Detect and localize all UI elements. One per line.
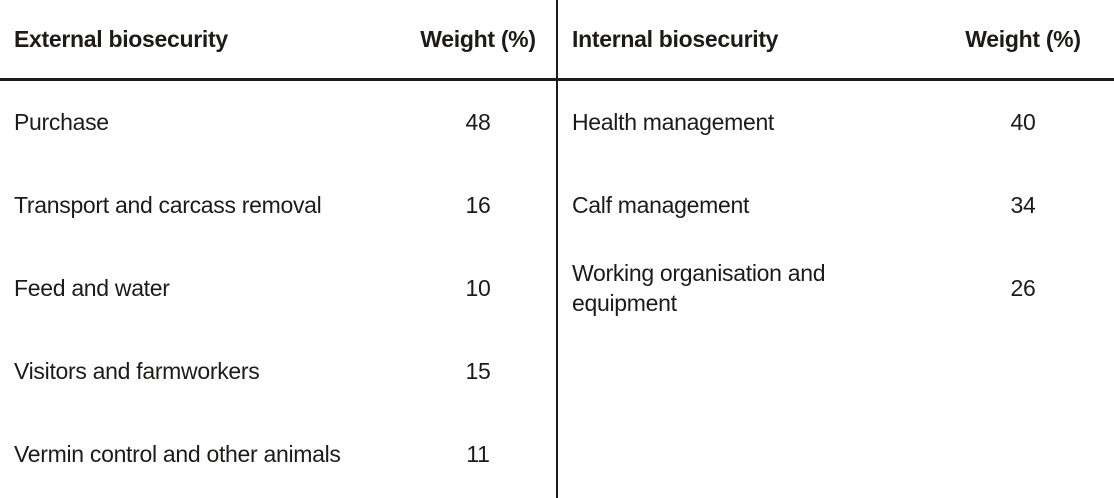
table-row: Calf management 34 <box>558 164 1114 247</box>
table-row: Vermin control and other animals 11 <box>0 413 556 496</box>
row-label: Feed and water <box>14 274 170 301</box>
row-weight: 40 <box>1010 109 1036 135</box>
row-weight: 10 <box>465 275 491 301</box>
table-row: Purchase 48 <box>0 81 556 164</box>
internal-biosecurity-table: Internal biosecurity Weight (%) Health m… <box>558 0 1114 498</box>
table-row: Transport and carcass removal 16 <box>0 164 556 247</box>
row-weight: 34 <box>1010 192 1036 218</box>
column-divider <box>556 0 558 498</box>
external-weight-header: Weight (%) <box>420 25 536 52</box>
row-label: Vermin control and other animals <box>14 440 341 467</box>
row-label: Working organisation and equipment <box>558 259 948 319</box>
external-biosecurity-header: External biosecurity <box>14 25 228 52</box>
row-weight: 11 <box>466 441 490 467</box>
row-label: Purchase <box>14 108 109 135</box>
row-label-text: Calf management <box>572 191 750 218</box>
row-label: Calf management <box>558 191 948 221</box>
row-label: Transport and carcass removal <box>14 191 322 218</box>
row-label: Health management <box>558 108 948 138</box>
internal-weight-header: Weight (%) <box>965 25 1081 52</box>
row-weight: 15 <box>465 358 491 384</box>
table-row: Health management 40 <box>558 81 1114 164</box>
table-row: Visitors and farmworkers 15 <box>0 330 556 413</box>
table-row: Feed and water 10 <box>0 247 556 330</box>
row-label-text: Health management <box>572 108 775 135</box>
row-label: Visitors and farmworkers <box>14 357 260 384</box>
internal-biosecurity-header: Internal biosecurity <box>572 25 779 52</box>
external-header-row: External biosecurity Weight (%) <box>0 0 556 81</box>
row-weight: 16 <box>465 192 491 218</box>
table-row: Working organisation and equipment 26 <box>558 247 1114 330</box>
external-biosecurity-table: External biosecurity Weight (%) Purchase… <box>0 0 556 498</box>
internal-header-row: Internal biosecurity Weight (%) <box>558 0 1114 81</box>
row-label-text: Working organisation and equipment <box>572 259 826 316</box>
row-weight: 26 <box>1010 275 1036 301</box>
row-weight: 48 <box>465 109 491 135</box>
